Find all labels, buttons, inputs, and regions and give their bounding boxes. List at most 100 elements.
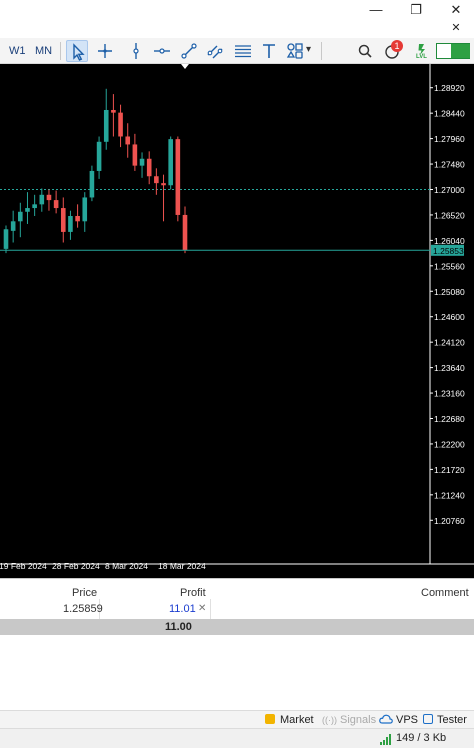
shapes-dropdown-caret[interactable]: ▾ (306, 44, 312, 55)
price-level-label: 1.24600 (434, 312, 465, 322)
tester-tab[interactable]: Tester (423, 712, 467, 728)
timeframe-w1[interactable]: W1 (9, 45, 26, 57)
price-level-label: 1.26040 (434, 236, 465, 246)
channel-icon (207, 45, 223, 59)
close-window-button[interactable]: ✕ (450, 2, 462, 17)
text-tool-button[interactable] (258, 40, 280, 62)
total-profit: 11.00 (165, 621, 192, 633)
table-row[interactable]: 1.25859 11.01 ✕ (0, 601, 474, 617)
horizontal-line-icon (154, 48, 170, 54)
bullish-candle (96, 141, 102, 171)
search-icon (358, 44, 372, 58)
price-level-label: 1.27000 (434, 185, 465, 195)
row-price: 1.25859 (63, 603, 103, 615)
bullish-candle (139, 158, 145, 166)
channel-tool-button[interactable] (204, 40, 226, 62)
trade-panel: Price Profit Comment 1.25859 11.01 ✕ 11.… (0, 578, 474, 710)
crosshair-icon (98, 44, 112, 58)
bullish-candle (168, 139, 173, 186)
date-label: 19 Feb 2024 (0, 561, 47, 571)
fibonacci-tool-button[interactable] (232, 40, 254, 62)
status-bar: 149 / 3 Kb (0, 728, 474, 748)
chart-shift-marker (181, 64, 189, 69)
tester-icon (423, 714, 433, 724)
vertical-line-icon (133, 43, 139, 59)
horizontal-line-tool-button[interactable] (151, 40, 173, 62)
bullish-candle (25, 208, 30, 212)
chart-canvas: 1.28920 1.28440 1.27960 1.27480 1.27000 1.265… (0, 64, 474, 571)
date-label: 8 Mar 2024 (105, 561, 148, 571)
bullish-candle (3, 229, 9, 249)
signals-tab-label: Signals (340, 714, 377, 726)
bullish-candle (89, 170, 95, 198)
trend-line-tool-button[interactable] (178, 40, 200, 62)
search-button[interactable] (354, 40, 376, 62)
column-header-profit[interactable]: Profit (180, 587, 206, 599)
price-level-label: 1.26520 (434, 210, 465, 220)
price-level-label: 1.23160 (434, 389, 465, 399)
market-tab[interactable]: Market (265, 712, 314, 728)
price-level-label: 1.23640 (434, 363, 465, 373)
level-signal-icon (418, 44, 425, 55)
minimize-button[interactable]: — (369, 2, 383, 17)
bearish-candle (53, 200, 59, 209)
trend-line-icon (181, 43, 197, 59)
bearish-candle (154, 176, 159, 184)
price-level-label: 1.25080 (434, 287, 465, 297)
bullish-candle (82, 197, 88, 222)
bearish-candle (46, 194, 52, 201)
vps-cloud-icon (379, 714, 393, 724)
bearish-candle (118, 112, 123, 137)
timeframe-mn[interactable]: MN (35, 45, 53, 57)
column-separator (210, 599, 211, 619)
price-level-label: 1.22200 (434, 439, 465, 449)
maximize-button[interactable]: ❐ (410, 2, 422, 17)
cursor-tool-button[interactable] (66, 40, 88, 62)
text-icon (263, 44, 275, 58)
column-header-price[interactable]: Price (72, 587, 98, 599)
bearish-candle (146, 158, 152, 177)
trade-table-header: Price Profit Comment (0, 583, 474, 603)
row-profit: 11.01 (169, 603, 196, 615)
bearish-candle (125, 136, 131, 145)
shapes-icon (286, 43, 303, 59)
shapes-tool-button[interactable] (284, 40, 306, 62)
bullish-candle (68, 216, 73, 232)
date-label: 18 Mar 2024 (158, 561, 206, 571)
vertical-line-tool-button[interactable] (125, 40, 147, 62)
bullish-candle (10, 221, 16, 231)
tester-tab-label: Tester (437, 714, 467, 726)
bullish-candle (32, 204, 37, 209)
price-level-label: 1.27480 (434, 160, 465, 170)
vps-tab[interactable]: VPS (379, 712, 418, 728)
price-level-label: 1.27960 (434, 134, 465, 144)
level-label: LVL (416, 54, 427, 60)
market-bag-icon (265, 714, 275, 724)
column-header-comment[interactable]: Comment (421, 587, 469, 599)
price-level-label: 1.21720 (434, 465, 465, 475)
level-button[interactable] (412, 40, 434, 62)
close-position-button[interactable]: ✕ (198, 603, 207, 614)
market-tab-label: Market (280, 714, 314, 726)
total-row: 11.00 (0, 619, 474, 635)
chart-toolbar: W1 MN ▾ 1 LVL (0, 38, 474, 64)
bearish-candle (182, 214, 188, 251)
connection-bars-icon (380, 734, 391, 745)
price-level-label: 1.22680 (434, 414, 465, 424)
bearish-candle (111, 109, 116, 113)
price-level-label: 1.20760 (434, 516, 465, 526)
price-chart[interactable]: 1.28920 1.28440 1.27960 1.27480 1.27000 1.265… (0, 64, 474, 578)
signal-strength-fill (451, 44, 470, 58)
price-level-label: 1.28920 (434, 83, 465, 93)
bottom-tabs: Market ((·)) Signals VPS Tester (0, 710, 474, 728)
price-level-label: 1.21240 (434, 490, 465, 500)
bearish-candle (161, 183, 166, 186)
fibonacci-icon (235, 45, 251, 58)
toolbar-separator (60, 42, 61, 60)
signals-tab[interactable]: ((·)) Signals (322, 712, 376, 728)
date-label: 28 Feb 2024 (52, 561, 100, 571)
vps-tab-label: VPS (396, 714, 419, 726)
current-price-label: 1.25853 (433, 246, 464, 256)
close-chart-button[interactable]: ✕ (451, 22, 461, 34)
crosshair-tool-button[interactable] (94, 40, 116, 62)
